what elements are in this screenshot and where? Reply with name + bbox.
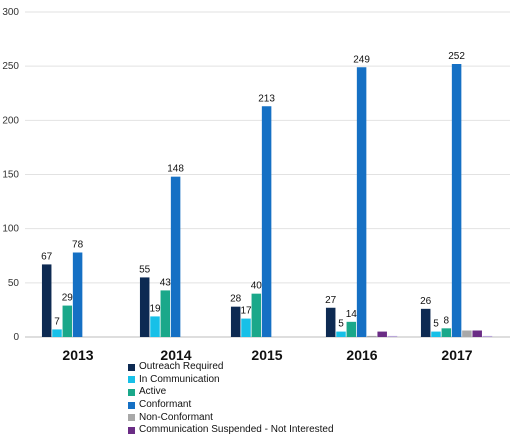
legend-swatch — [128, 414, 135, 422]
bar — [377, 331, 387, 337]
y-axis: 0 50 100 150 200 250 300 — [2, 7, 19, 343]
bar — [451, 64, 462, 337]
data-label: 5 — [338, 319, 344, 330]
data-label: 26 — [420, 296, 432, 307]
y-tick-label: 200 — [2, 115, 19, 126]
y-tick-label: 250 — [2, 61, 19, 72]
legend-item-in-communication: In Communication — [128, 374, 334, 387]
bar — [261, 106, 272, 337]
bar — [462, 330, 472, 337]
legend-label: Communication Suspended - Not Interested — [139, 424, 334, 436]
legend: Outreach Required In Communication Activ… — [128, 361, 334, 437]
bar — [251, 293, 262, 337]
data-label: 78 — [72, 240, 84, 251]
bar — [420, 308, 431, 337]
x-category-label: 2013 — [62, 347, 93, 363]
bar — [72, 252, 83, 337]
x-category-label: 2014 — [160, 347, 191, 363]
bar — [41, 264, 52, 337]
bar — [230, 306, 241, 337]
data-label: 27 — [325, 295, 337, 306]
y-tick-label: 300 — [2, 7, 19, 18]
legend-label: In Communication — [139, 373, 220, 385]
bar — [62, 305, 73, 337]
data-label: 249 — [353, 54, 370, 65]
x-category-label: 2015 — [251, 347, 282, 363]
bars — [41, 64, 493, 337]
bar — [150, 316, 160, 337]
bar — [52, 329, 62, 337]
bar — [160, 290, 171, 337]
data-label: 252 — [448, 51, 465, 62]
bar — [346, 321, 357, 337]
legend-swatch — [128, 376, 135, 384]
bar — [241, 318, 251, 337]
bar — [431, 331, 441, 337]
bar — [482, 335, 493, 337]
data-label: 7 — [54, 316, 60, 327]
y-tick-label: 0 — [13, 332, 19, 343]
bar — [170, 176, 181, 337]
data-label: 14 — [346, 309, 358, 320]
data-label: 17 — [240, 306, 252, 317]
x-category-label: 2016 — [346, 347, 377, 363]
data-label: 8 — [444, 315, 450, 326]
legend-swatch — [128, 388, 135, 396]
data-label: 19 — [149, 303, 161, 314]
data-label: 29 — [62, 293, 74, 304]
data-label: 28 — [230, 294, 242, 305]
data-label: 5 — [433, 319, 439, 330]
legend-item-outreach-required: Outreach Required — [128, 361, 334, 374]
y-tick-label: 100 — [2, 224, 19, 235]
legend-label: Non-Conformant — [139, 411, 213, 423]
bar — [336, 331, 346, 337]
data-label: 67 — [41, 251, 53, 262]
legend-label: Outreach Required — [139, 361, 224, 373]
bar — [472, 330, 482, 337]
data-label: 148 — [167, 164, 184, 175]
legend-swatch — [128, 401, 135, 409]
x-axis: 2013 2014 2015 2016 2017 — [62, 347, 472, 363]
legend-item-non-conformant: Non-Conformant — [128, 411, 334, 424]
bar — [441, 328, 452, 337]
bar — [367, 335, 377, 337]
data-label: 55 — [139, 264, 151, 275]
data-label: 43 — [160, 277, 172, 288]
bar — [356, 67, 367, 337]
bar — [325, 307, 336, 337]
data-label: 40 — [251, 281, 263, 292]
legend-item-active: Active — [128, 386, 334, 399]
legend-swatch — [128, 426, 135, 434]
data-label: 213 — [258, 93, 275, 104]
x-category-label: 2017 — [441, 347, 472, 363]
y-tick-label: 50 — [8, 278, 20, 289]
legend-label: Conformant — [139, 399, 192, 411]
legend-item-communication-suspended: Communication Suspended - Not Interested — [128, 424, 334, 437]
bar — [139, 277, 150, 337]
legend-swatch — [128, 363, 135, 371]
y-tick-label: 150 — [2, 170, 19, 181]
bar — [387, 335, 398, 337]
legend-label: Active — [139, 386, 167, 398]
legend-item-conformant: Conformant — [128, 399, 334, 412]
